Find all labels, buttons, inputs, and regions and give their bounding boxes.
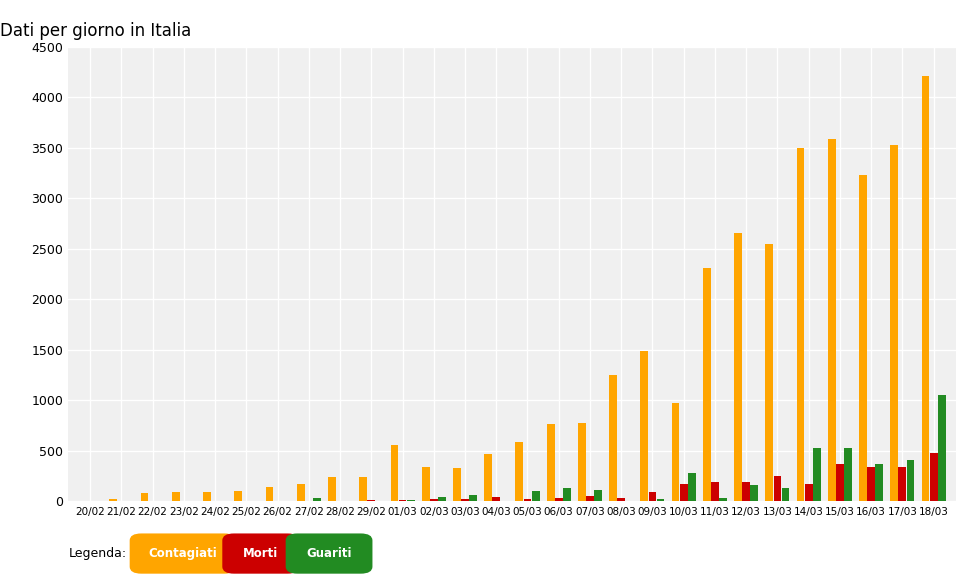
- Text: Dati per giorno in Italia: Dati per giorno in Italia: [0, 22, 191, 40]
- Bar: [876, 464, 883, 501]
- Bar: [578, 423, 586, 501]
- Bar: [555, 498, 563, 501]
- Bar: [461, 498, 469, 501]
- Bar: [617, 498, 625, 501]
- Bar: [921, 76, 929, 501]
- Bar: [907, 459, 915, 501]
- Text: Morti: Morti: [243, 547, 279, 560]
- Bar: [140, 493, 148, 501]
- Bar: [586, 497, 594, 501]
- Bar: [609, 375, 617, 501]
- Bar: [890, 145, 898, 501]
- Bar: [930, 454, 938, 501]
- Bar: [399, 500, 407, 501]
- Bar: [563, 488, 570, 501]
- Bar: [751, 485, 759, 501]
- Bar: [899, 466, 907, 501]
- Bar: [836, 464, 843, 501]
- Bar: [859, 175, 867, 501]
- Bar: [516, 442, 524, 501]
- Bar: [813, 448, 821, 501]
- Bar: [867, 466, 875, 501]
- Text: Guariti: Guariti: [306, 547, 352, 560]
- Bar: [938, 395, 946, 501]
- Text: Legenda:: Legenda:: [68, 547, 127, 560]
- Bar: [734, 233, 742, 501]
- Bar: [234, 491, 242, 501]
- Bar: [359, 477, 367, 501]
- Bar: [524, 499, 531, 501]
- Bar: [109, 500, 117, 501]
- Bar: [296, 484, 304, 501]
- Bar: [453, 468, 461, 501]
- Bar: [782, 488, 790, 501]
- Bar: [469, 495, 477, 501]
- Bar: [265, 487, 273, 501]
- Bar: [407, 500, 414, 501]
- Bar: [742, 482, 750, 501]
- Bar: [328, 477, 335, 501]
- Bar: [172, 492, 179, 501]
- Bar: [438, 497, 446, 501]
- Bar: [547, 424, 555, 501]
- Bar: [797, 148, 804, 501]
- Bar: [672, 403, 680, 501]
- Bar: [688, 473, 696, 501]
- Bar: [641, 350, 648, 501]
- Bar: [485, 454, 492, 501]
- Bar: [391, 445, 399, 501]
- Bar: [804, 484, 812, 501]
- Bar: [844, 448, 852, 501]
- Bar: [422, 467, 430, 501]
- Bar: [828, 139, 836, 501]
- Text: Contagiati: Contagiati: [148, 547, 217, 560]
- Bar: [680, 484, 687, 501]
- Bar: [657, 500, 665, 501]
- Bar: [765, 244, 773, 501]
- Bar: [648, 491, 656, 501]
- Bar: [492, 497, 500, 501]
- Bar: [313, 498, 321, 501]
- Bar: [711, 482, 719, 501]
- Bar: [594, 490, 602, 501]
- Bar: [720, 498, 727, 501]
- Bar: [203, 492, 211, 501]
- Bar: [368, 500, 375, 501]
- Bar: [531, 491, 539, 501]
- Bar: [773, 476, 781, 501]
- Bar: [430, 498, 438, 501]
- Bar: [703, 268, 711, 501]
